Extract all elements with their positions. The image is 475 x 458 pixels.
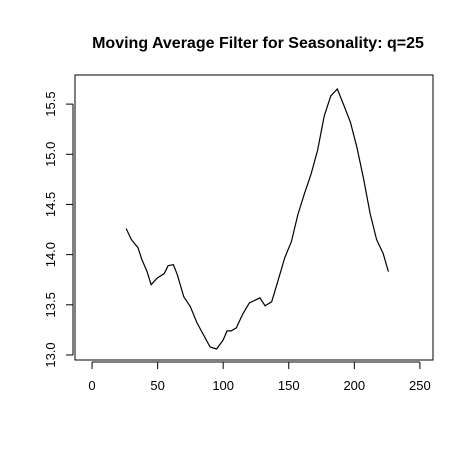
x-tick-label: 0 <box>88 378 95 393</box>
data-line <box>125 87 389 350</box>
plot-box <box>74 74 434 361</box>
x-tick-label: 200 <box>343 378 365 393</box>
x-tick-label: 250 <box>409 378 431 393</box>
y-tick-label: 14.0 <box>43 242 58 267</box>
y-tick-label: 15.5 <box>43 91 58 116</box>
y-tick-label: 13.5 <box>43 292 58 317</box>
x-tick-label: 100 <box>212 378 234 393</box>
y-tick-label: 14.5 <box>43 192 58 217</box>
x-tick-label: 50 <box>150 378 164 393</box>
x-tick-label: 150 <box>278 378 300 393</box>
chart-title: Moving Average Filter for Seasonality: q… <box>92 35 424 52</box>
y-tick-label: 15.0 <box>43 142 58 167</box>
y-tick-label: 13.0 <box>43 342 58 367</box>
